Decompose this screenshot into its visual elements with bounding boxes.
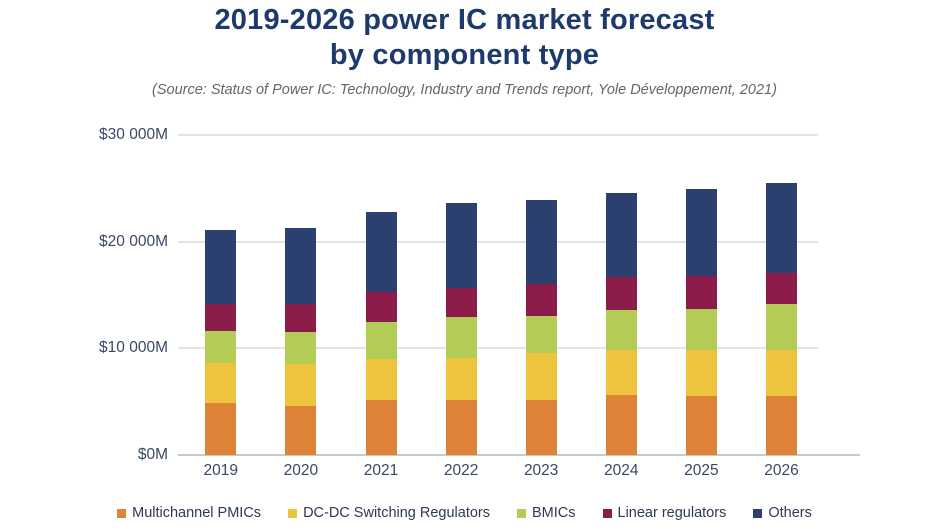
bar-segment-2019-multichannel-pmics (205, 402, 237, 455)
bar-segment-2021-multichannel-pmics (365, 399, 397, 455)
y-axis-tick-label: $20 000M (99, 232, 168, 250)
bar-stack-2025 (685, 189, 717, 455)
bar-segment-2022-dc-dc-switching-regulators (445, 357, 477, 400)
legend-item-bmics: BMICs (517, 505, 576, 521)
bar-segment-2024-linear-regulators (605, 276, 637, 310)
bar-stack-2020 (285, 227, 317, 455)
bar-stack-2021 (365, 211, 397, 455)
bar-segment-2025-linear-regulators (685, 275, 717, 309)
bar-segment-2019-others (205, 229, 237, 304)
bar-stack-2024 (605, 192, 637, 455)
x-axis-tick-label: 2025 (684, 462, 719, 479)
bar-segment-2022-linear-regulators (445, 287, 477, 318)
bar-segment-2020-linear-regulators (285, 303, 317, 333)
bar-segment-2020-others (285, 227, 317, 304)
bar-segment-2024-dc-dc-switching-regulators (605, 350, 637, 396)
legend-label-dc-dc-switching-regulators: DC-DC Switching Regulators (303, 505, 491, 521)
x-axis-tick-label: 2024 (604, 462, 639, 479)
chart-source: (Source: Status of Power IC: Technology,… (152, 82, 777, 98)
legend-swatch-others (753, 508, 763, 518)
x-axis-tick-label: 2021 (363, 462, 399, 479)
bar-segment-2020-dc-dc-switching-regulators (285, 364, 317, 406)
bar-segment-2023-others (525, 200, 557, 285)
bar-segment-2026-linear-regulators (766, 272, 797, 304)
bar-segment-2019-linear-regulators (205, 303, 237, 332)
bar-segment-2019-bmics (205, 331, 237, 364)
x-axis-tick-label: 2019 (203, 462, 239, 479)
bar-segment-2022-bmics (445, 317, 477, 358)
y-axis-tick-label: $10 000M (99, 339, 168, 357)
bar-segment-2025-multichannel-pmics (685, 396, 717, 455)
bar-stack-2026 (766, 183, 797, 455)
gridline (178, 134, 818, 136)
bar-segment-2019-dc-dc-switching-regulators (205, 363, 237, 403)
bar-segment-2020-multichannel-pmics (285, 405, 317, 455)
y-axis-tick-label: $0M (137, 446, 168, 463)
bar-segment-2025-dc-dc-switching-regulators (685, 350, 717, 397)
bar-segment-2025-bmics (685, 308, 717, 351)
bar-segment-2021-bmics (365, 321, 397, 360)
bar-segment-2023-multichannel-pmics (525, 399, 557, 455)
legend-swatch-bmics (517, 508, 527, 518)
bar-segment-2021-linear-regulators (365, 291, 397, 322)
legend-label-linear-regulators: Linear regulators (617, 505, 727, 521)
x-axis-tick-label: 2026 (764, 462, 799, 479)
legend-item-multichannel-pmics: Multichannel PMICs (117, 505, 261, 521)
legend-item-others: Others (753, 505, 812, 521)
bar-segment-2023-bmics (525, 316, 557, 353)
legend-swatch-multichannel-pmics (117, 508, 127, 518)
legend-swatch-linear-regulators (602, 508, 612, 518)
bar-segment-2022-multichannel-pmics (445, 399, 477, 455)
bar-segment-2026-bmics (766, 303, 797, 351)
bar-segment-2024-bmics (605, 309, 637, 351)
x-axis-tick-label: 2022 (443, 462, 479, 479)
plot-area (178, 134, 860, 456)
chart-title: 2019-2026 power IC market forecast by co… (0, 3, 929, 73)
legend-item-linear-regulators: Linear regulators (602, 505, 727, 521)
x-axis-baseline (178, 454, 860, 456)
chart-title-line2: by component type (329, 39, 600, 71)
bar-stack-2023 (525, 200, 557, 455)
x-axis-tick-label: 2020 (283, 462, 319, 479)
legend-item-dc-dc-switching-regulators: DC-DC Switching Regulators (288, 505, 490, 521)
legend-label-others: Others (768, 505, 812, 521)
legend-label-bmics: BMICs (532, 505, 576, 521)
bar-segment-2026-multichannel-pmics (766, 396, 797, 455)
bar-segment-2021-others (365, 211, 397, 292)
chart-title-line1: 2019-2026 power IC market forecast (214, 4, 715, 36)
bar-segment-2021-dc-dc-switching-regulators (365, 359, 397, 400)
legend-swatch-dc-dc-switching-regulators (288, 508, 298, 518)
bar-stack-2019 (205, 229, 237, 455)
bar-segment-2023-dc-dc-switching-regulators (525, 352, 557, 400)
bar-segment-2022-others (445, 203, 477, 288)
bar-segment-2024-others (605, 192, 637, 277)
bar-segment-2026-others (766, 183, 797, 273)
legend: Multichannel PMICs DC-DC Switching Regula… (0, 505, 929, 521)
gridline (178, 240, 818, 243)
bar-stack-2022 (445, 203, 477, 455)
bar-segment-2026-dc-dc-switching-regulators (766, 350, 797, 397)
x-axis-tick-label: 2023 (523, 462, 559, 479)
legend-label-multichannel-pmics: Multichannel PMICs (132, 505, 262, 521)
bar-segment-2025-others (685, 189, 717, 276)
bar-segment-2023-linear-regulators (525, 284, 557, 317)
bar-segment-2024-multichannel-pmics (605, 395, 637, 455)
gridline (178, 347, 818, 350)
bar-segment-2020-bmics (285, 332, 317, 365)
y-axis-tick-label: $30 000M (99, 126, 168, 143)
